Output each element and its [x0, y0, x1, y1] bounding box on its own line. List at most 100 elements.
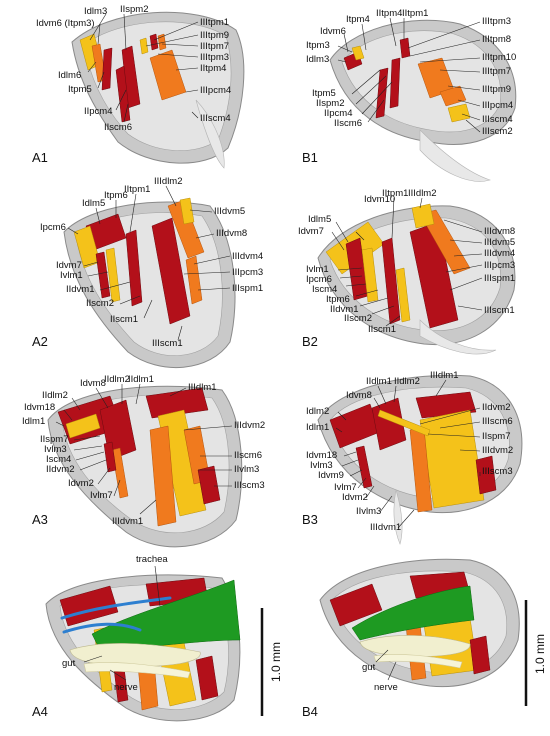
label-b3-iiidvm2: IIIdvm2 [482, 445, 513, 456]
label-b2-idvm7: Idvm7 [298, 226, 324, 237]
label-a2-iidvm1: IIdvm1 [66, 284, 95, 295]
b1-leg [419, 129, 491, 182]
label-a3-iispm7: IIspm7 [40, 434, 69, 445]
b3-leader [349, 469, 363, 477]
b1-leader [389, 17, 397, 47]
label-iiscm6: IIscm6 [104, 122, 132, 133]
b2-leader [331, 231, 345, 251]
a4-leader-gut [83, 655, 103, 663]
label-b2-iiidvm4: IIIdvm4 [484, 248, 515, 259]
b3-muscle-iispm7 [377, 409, 431, 437]
b1-leader [337, 59, 347, 63]
label-idlm3: Idlm3 [84, 6, 107, 17]
label-b3-ivlm7: Ivlm7 [334, 482, 357, 493]
a2-leader [99, 281, 131, 291]
b1-muscle-itpm3 [351, 45, 365, 61]
a4-gut [69, 643, 201, 667]
label-a2-iiiscm1: IIIscm1 [152, 338, 183, 349]
a2-muscle-ivlm1 [105, 247, 121, 303]
label-a3-ivlm7: Ivlm7 [90, 490, 113, 501]
label-a2-iiipcm3: IIIpcm3 [232, 267, 263, 278]
b1-muscle-iiiscm4 [447, 103, 471, 123]
b3-leader [341, 459, 359, 467]
a1-leader [87, 61, 97, 73]
a2-muscle-idvm7 [95, 251, 111, 299]
b1-muscle-iiipcm4 [439, 85, 467, 107]
a2-leader [67, 227, 79, 235]
a3-leader [55, 421, 65, 427]
b3-leader [343, 451, 357, 457]
a3-muscle-iiidvm1 [149, 425, 177, 527]
label-b3-iispm7: IIspm7 [482, 431, 511, 442]
label-b2-idlm5: Idlm5 [308, 214, 331, 225]
a4-trachea-1 [60, 596, 172, 620]
a1-muscle-iiitpm1 [149, 33, 159, 51]
b2-leader [445, 264, 483, 273]
b3-leader [397, 509, 415, 529]
label-b2-iiiscm1: IIIscm1 [484, 305, 515, 316]
b3-leader [427, 433, 481, 438]
label-b3-iiidlm1: IIIdlm1 [430, 370, 459, 381]
a2-leader [195, 233, 215, 239]
a3-leader [75, 451, 105, 461]
b3-leader [393, 385, 397, 403]
label-b1-iitpm1: IItpm1 [402, 8, 428, 19]
a2-leader [119, 295, 141, 305]
label-b3-iivlm3: IIvlm3 [356, 506, 381, 517]
a1-leader [191, 111, 199, 119]
a2-leader [193, 255, 231, 265]
label-a2-iiispm1: IIIspm1 [232, 283, 263, 294]
a1-leader [161, 43, 199, 47]
label-b4-nerve: nerve [374, 682, 398, 693]
a3-muscle-ivlm7 [111, 447, 129, 499]
a1-leader [123, 103, 129, 123]
label-a2-iitpm1: IItpm1 [124, 184, 150, 195]
panel-a1 [71, 11, 245, 169]
b2-leader [337, 267, 363, 271]
leader-lines [55, 13, 483, 529]
a4-leader-nerve [109, 669, 127, 681]
b1-leader [351, 69, 381, 95]
b2-leg [419, 319, 497, 355]
b3-leader [459, 449, 481, 452]
b3-leg [393, 489, 403, 545]
b2-leader [449, 239, 483, 244]
scale-label-a4: 1.0 mm [269, 642, 283, 682]
label-iiitpm1: IIItpm1 [200, 17, 229, 28]
label-a3-idvm2: Idvm2 [68, 478, 94, 489]
label-a2-itpm6: Itpm6 [104, 190, 128, 201]
label-a3-idlm2: IIdlm2 [42, 390, 68, 401]
a3-muscle-iiiscm3 [197, 465, 221, 505]
b3-leader [335, 427, 343, 433]
label-a3-iiidvm1: IIIdvm1 [112, 516, 143, 527]
b2-leader [419, 197, 423, 209]
label-b2-iitpm1: IItpm1 [382, 188, 408, 199]
b2-leader [359, 297, 389, 307]
a2-muscle-iiidlm2 [167, 199, 205, 259]
a1-muscle-itpm5 [101, 47, 113, 91]
b2-leader [449, 277, 483, 291]
label-b1-iiiscm2: IIIscm2 [482, 126, 513, 137]
panel-label-a3: A3 [32, 512, 48, 527]
label-b2-iiscm1: IIscm1 [368, 324, 396, 335]
b3-leader [439, 421, 481, 429]
b4-leader-nerve [387, 661, 397, 681]
a1-leader [97, 71, 105, 89]
label-b1-iiitpm9: IIItpm9 [482, 84, 511, 95]
label-a2-iiidvm5: IIIdvm5 [214, 206, 245, 217]
a1-leader [89, 13, 107, 41]
label-b2-iiispm1: IIIspm1 [484, 273, 515, 284]
a2-leader [197, 287, 231, 291]
a1-leader [175, 67, 199, 71]
a2-leader [83, 261, 99, 267]
b1-leader [343, 33, 349, 53]
label-b2-ivlm1: Ivlm1 [306, 264, 329, 275]
label-iiitpm7: IIItpm7 [200, 41, 229, 52]
label-a3-iscm4: Iscm4 [46, 454, 71, 465]
label-a3-iidvm2: IIdvm2 [46, 464, 75, 475]
label-a3-idvm18: Idvm18 [24, 402, 55, 413]
a3-leader [135, 383, 141, 405]
label-b2-iiidvm8: IIIdvm8 [484, 226, 515, 237]
b3-muscle-iiidlm1 [415, 391, 477, 419]
